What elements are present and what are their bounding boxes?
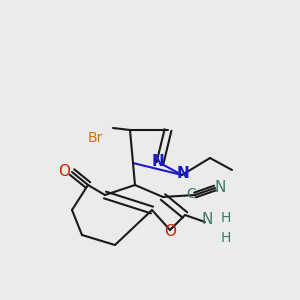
Text: H: H: [221, 231, 231, 245]
Text: N: N: [152, 154, 164, 169]
Text: C: C: [186, 187, 196, 201]
Text: N: N: [177, 166, 189, 181]
Text: Br: Br: [87, 131, 103, 145]
Text: N: N: [201, 212, 213, 227]
Text: O: O: [164, 224, 176, 239]
Text: H: H: [221, 211, 231, 225]
Text: N: N: [214, 179, 226, 194]
Text: O: O: [58, 164, 70, 179]
